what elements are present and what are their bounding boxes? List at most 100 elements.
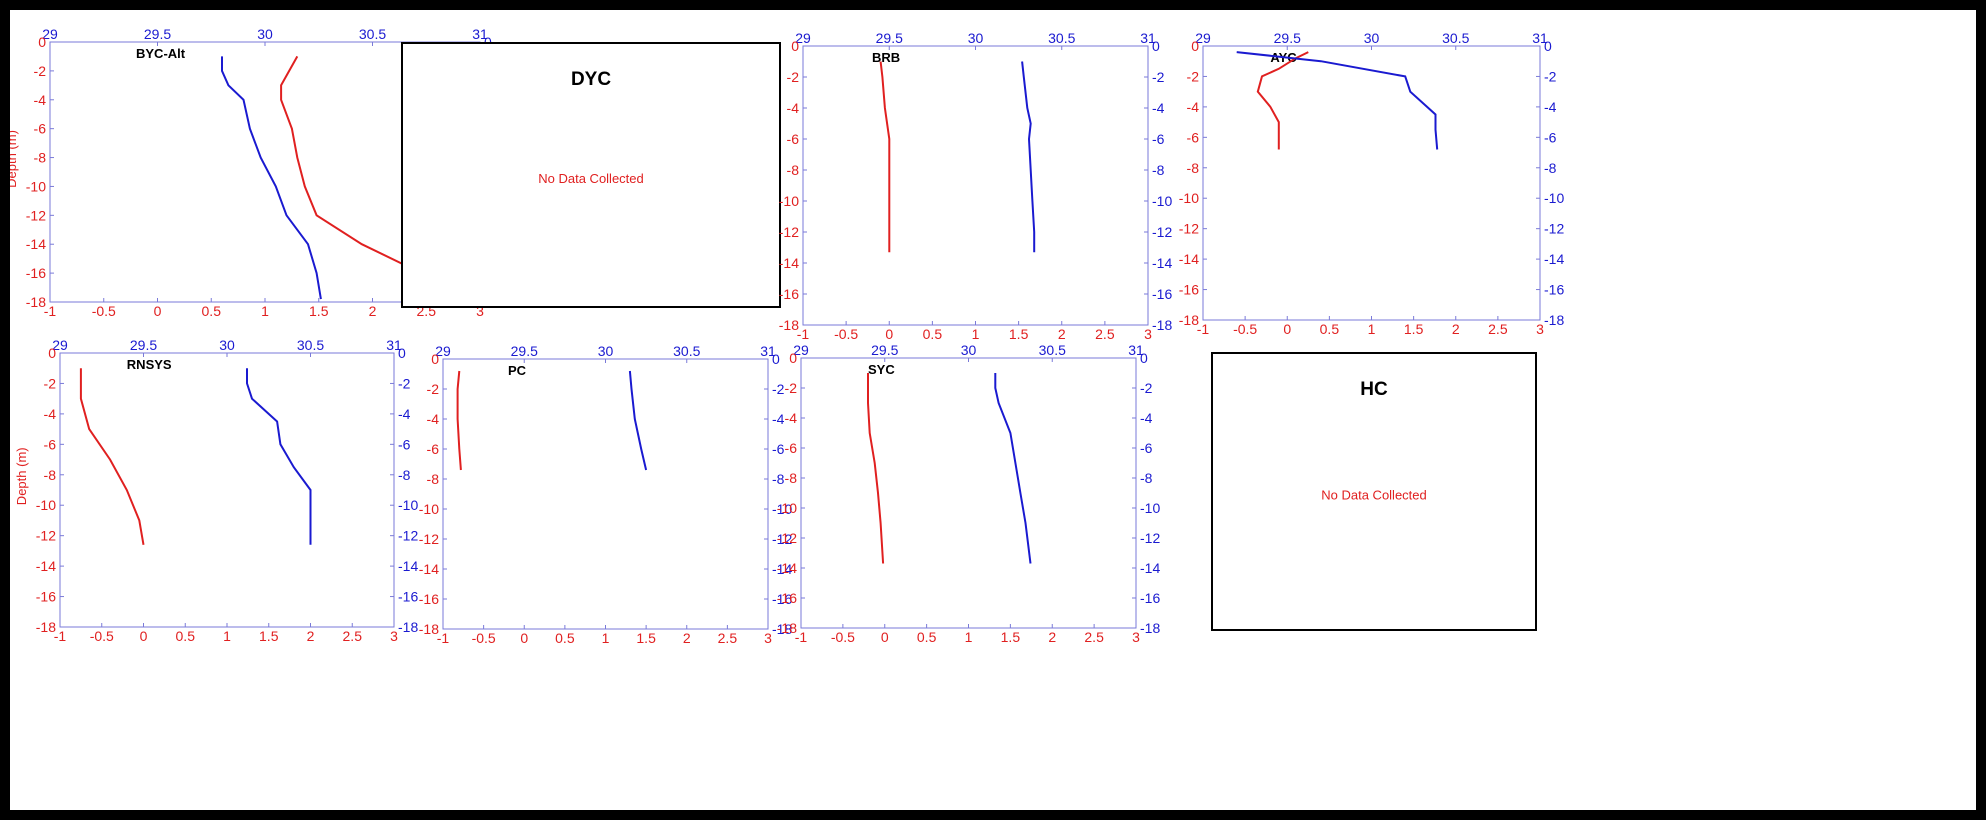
x-bottom-tick-label: -1: [795, 629, 808, 645]
x-top-tick-label: 30: [961, 342, 977, 358]
y-left-tick-label: -8: [34, 150, 47, 166]
y-left-tick-label: -12: [26, 207, 46, 223]
y-right-tick-label: -18: [1544, 312, 1564, 328]
y-right-tick-label: -14: [1544, 251, 1564, 267]
y-right-tick-label: -16: [1140, 590, 1160, 606]
y-right-tick-label: -10: [1152, 193, 1172, 209]
y-left-tick-label: 0: [1191, 38, 1199, 54]
x-bottom-tick-label: 1.5: [1404, 321, 1424, 337]
panel-title: SYC: [868, 362, 895, 377]
x-bottom-tick-label: 1.5: [309, 303, 329, 319]
x-top-tick-label: 29.5: [1274, 30, 1301, 46]
y-right-tick-label: -2: [1544, 68, 1557, 84]
x-bottom-tick-label: 0: [154, 303, 162, 319]
x-bottom-tick-label: 2: [369, 303, 377, 319]
y-left-tick-label: -6: [34, 121, 47, 137]
y-left-tick-label: -12: [36, 528, 56, 544]
y-right-tick-label: -4: [398, 406, 411, 422]
x-top-tick-label: 31: [1140, 30, 1156, 46]
x-top-tick-label: 30.5: [359, 26, 386, 42]
y-right-tick-label: -12: [1152, 224, 1172, 240]
x-bottom-tick-label: -1: [797, 326, 810, 342]
x-bottom-tick-label: 1: [972, 326, 980, 342]
x-bottom-tick-label: 0.5: [1320, 321, 1340, 337]
y-right-tick-label: -4: [1152, 100, 1165, 116]
y-left-tick-label: -10: [1179, 190, 1199, 206]
y-right-tick-label: -12: [772, 531, 792, 547]
y-right-tick-label: -4: [772, 411, 785, 427]
x-bottom-tick-label: 0: [885, 326, 893, 342]
panel-title: DYC: [571, 69, 611, 90]
salinity-profile-line: [246, 368, 312, 545]
x-top-tick-label: 29.5: [130, 337, 157, 353]
y-left-tick-label: -4: [427, 411, 440, 427]
y-left-tick-label: -16: [779, 286, 799, 302]
x-bottom-tick-label: 0.5: [923, 326, 943, 342]
no-data-message: No Data Collected: [1321, 488, 1427, 503]
no-data-panel-1: [401, 42, 781, 308]
y-left-tick-label: -10: [779, 193, 799, 209]
y-left-tick-label: -10: [36, 497, 56, 513]
y-left-tick-label: -12: [779, 224, 799, 240]
y-right-tick-label: -14: [1140, 560, 1160, 576]
x-bottom-tick-label: 0.5: [555, 630, 575, 646]
y-right-tick-label: -10: [398, 497, 418, 513]
x-top-tick-label: 29: [1195, 30, 1211, 46]
x-bottom-tick-label: 3: [1536, 321, 1544, 337]
y-right-tick-label: -6: [1544, 129, 1557, 145]
x-bottom-tick-label: 2: [1452, 321, 1460, 337]
y-left-tick-label: -6: [44, 436, 57, 452]
y-left-tick-label: -2: [34, 63, 47, 79]
y-right-tick-label: -4: [1140, 410, 1153, 426]
y-right-tick-label: -18: [1140, 620, 1160, 636]
x-bottom-tick-label: -1: [437, 630, 450, 646]
x-bottom-tick-label: 3: [476, 303, 484, 319]
plot-frame: [800, 357, 1137, 629]
y-left-tick-label: -8: [44, 467, 57, 483]
y-right-tick-label: -2: [1152, 69, 1165, 85]
y-right-tick-label: -6: [398, 436, 411, 452]
x-top-tick-label: 30: [219, 337, 235, 353]
x-top-tick-label: 29: [795, 30, 811, 46]
y-left-tick-label: -16: [419, 591, 439, 607]
y-right-tick-label: -2: [1140, 380, 1153, 396]
y-right-tick-label: -12: [1544, 221, 1564, 237]
y-left-tick-label: -4: [785, 410, 798, 426]
y-left-tick-label: -10: [419, 501, 439, 517]
y-axis-label: Depth (m): [14, 447, 29, 505]
x-bottom-tick-label: 2.5: [343, 628, 363, 644]
y-left-tick-label: -14: [36, 558, 56, 574]
y-left-tick-label: -18: [779, 317, 799, 333]
y-right-tick-label: -18: [1152, 317, 1172, 333]
no-data-panel-7: [1211, 352, 1537, 631]
y-right-tick-label: -6: [1140, 440, 1153, 456]
x-bottom-tick-label: 0: [1283, 321, 1291, 337]
x-top-tick-label: 30: [598, 343, 614, 359]
x-top-tick-label: 30.5: [297, 337, 324, 353]
x-bottom-tick-label: 2: [307, 628, 315, 644]
y-left-tick-label: -6: [1187, 129, 1200, 145]
y-right-tick-label: 0: [772, 351, 780, 367]
salinity-profile-line: [1236, 51, 1439, 150]
y-left-tick-label: -4: [1187, 99, 1200, 115]
y-left-tick-label: -6: [427, 441, 440, 457]
x-bottom-tick-label: 3: [1132, 629, 1140, 645]
x-bottom-tick-label: 0: [520, 630, 528, 646]
x-bottom-tick-label: 0.5: [202, 303, 222, 319]
x-bottom-tick-label: 1: [965, 629, 973, 645]
y-left-tick-label: -4: [787, 100, 800, 116]
x-bottom-tick-label: 0: [140, 628, 148, 644]
y-right-tick-label: 0: [1140, 350, 1148, 366]
y-left-tick-label: 0: [791, 38, 799, 54]
y-left-tick-label: -4: [34, 92, 47, 108]
temperature-profile-line: [867, 373, 885, 564]
y-right-tick-label: -14: [1152, 255, 1172, 271]
x-top-tick-label: 30.5: [1039, 342, 1066, 358]
y-right-tick-label: -12: [398, 528, 418, 544]
y-left-tick-label: -10: [777, 500, 797, 516]
x-bottom-tick-label: 3: [764, 630, 772, 646]
panel-title: BYC-Alt: [136, 46, 186, 61]
y-left-tick-label: -14: [26, 236, 46, 252]
x-bottom-tick-label: 2.5: [1488, 321, 1508, 337]
x-bottom-tick-label: 2.5: [1095, 326, 1115, 342]
